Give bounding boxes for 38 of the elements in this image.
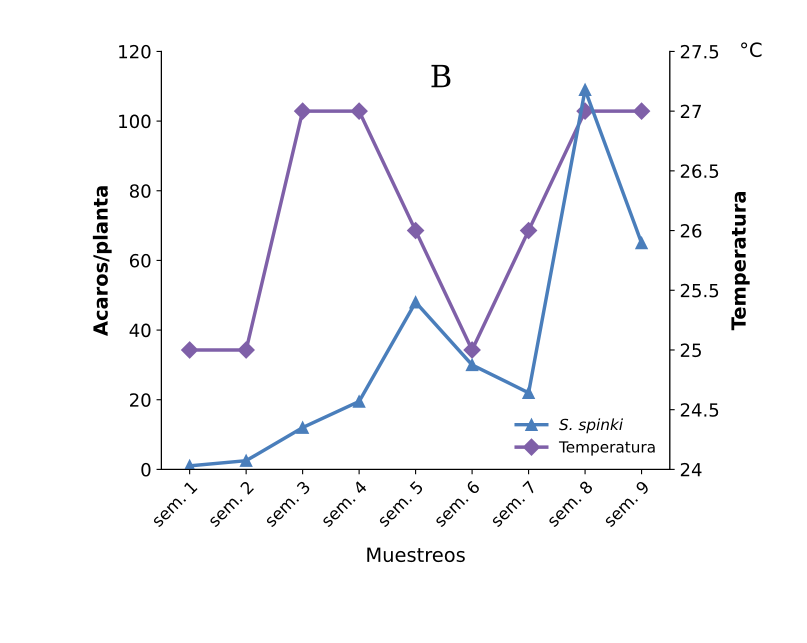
point (294, 102, 312, 120)
y2-tick-label: 24 (680, 462, 702, 476)
y-tick-label: 20 (130, 393, 150, 407)
x-axis-title: Muestreos (367, 548, 465, 562)
y-tick-label: 0 (141, 462, 150, 477)
point (466, 358, 478, 372)
y-axis-title: Acaros/planta (92, 186, 112, 336)
y2-tick-label: 26.5 (680, 164, 718, 178)
chart-title: B (431, 64, 450, 88)
point (238, 341, 255, 359)
y2-tick-label: 25 (680, 343, 701, 358)
point (578, 84, 592, 96)
point (633, 102, 650, 120)
y-tick-label: 60 (130, 254, 150, 268)
point (296, 421, 309, 434)
text: °C (741, 42, 762, 58)
point (464, 341, 481, 359)
y-tick-label: 40 (130, 324, 150, 338)
point (181, 341, 198, 359)
y2-tick-label: 24.5 (680, 403, 718, 417)
point (240, 454, 252, 467)
y2-tick-label: 27 (680, 104, 701, 118)
legend-label: S. spinki (559, 418, 623, 434)
point (407, 222, 424, 240)
legend-label: Temperatura (558, 441, 655, 456)
point (409, 296, 422, 308)
y-tick-label: 100 (119, 114, 150, 128)
point (635, 236, 648, 250)
point (520, 222, 538, 240)
point (350, 102, 368, 120)
y-tick-label: 120 (119, 44, 150, 59)
point (352, 395, 366, 408)
y2-axis-title: Temperatura (731, 192, 750, 330)
y-tick-label: 80 (130, 184, 150, 198)
y2-tick-label: 25.5 (680, 284, 718, 298)
y2-tick-label: 27.5 (680, 44, 718, 59)
point (522, 386, 535, 400)
y2-tick-label: 26 (680, 224, 702, 238)
